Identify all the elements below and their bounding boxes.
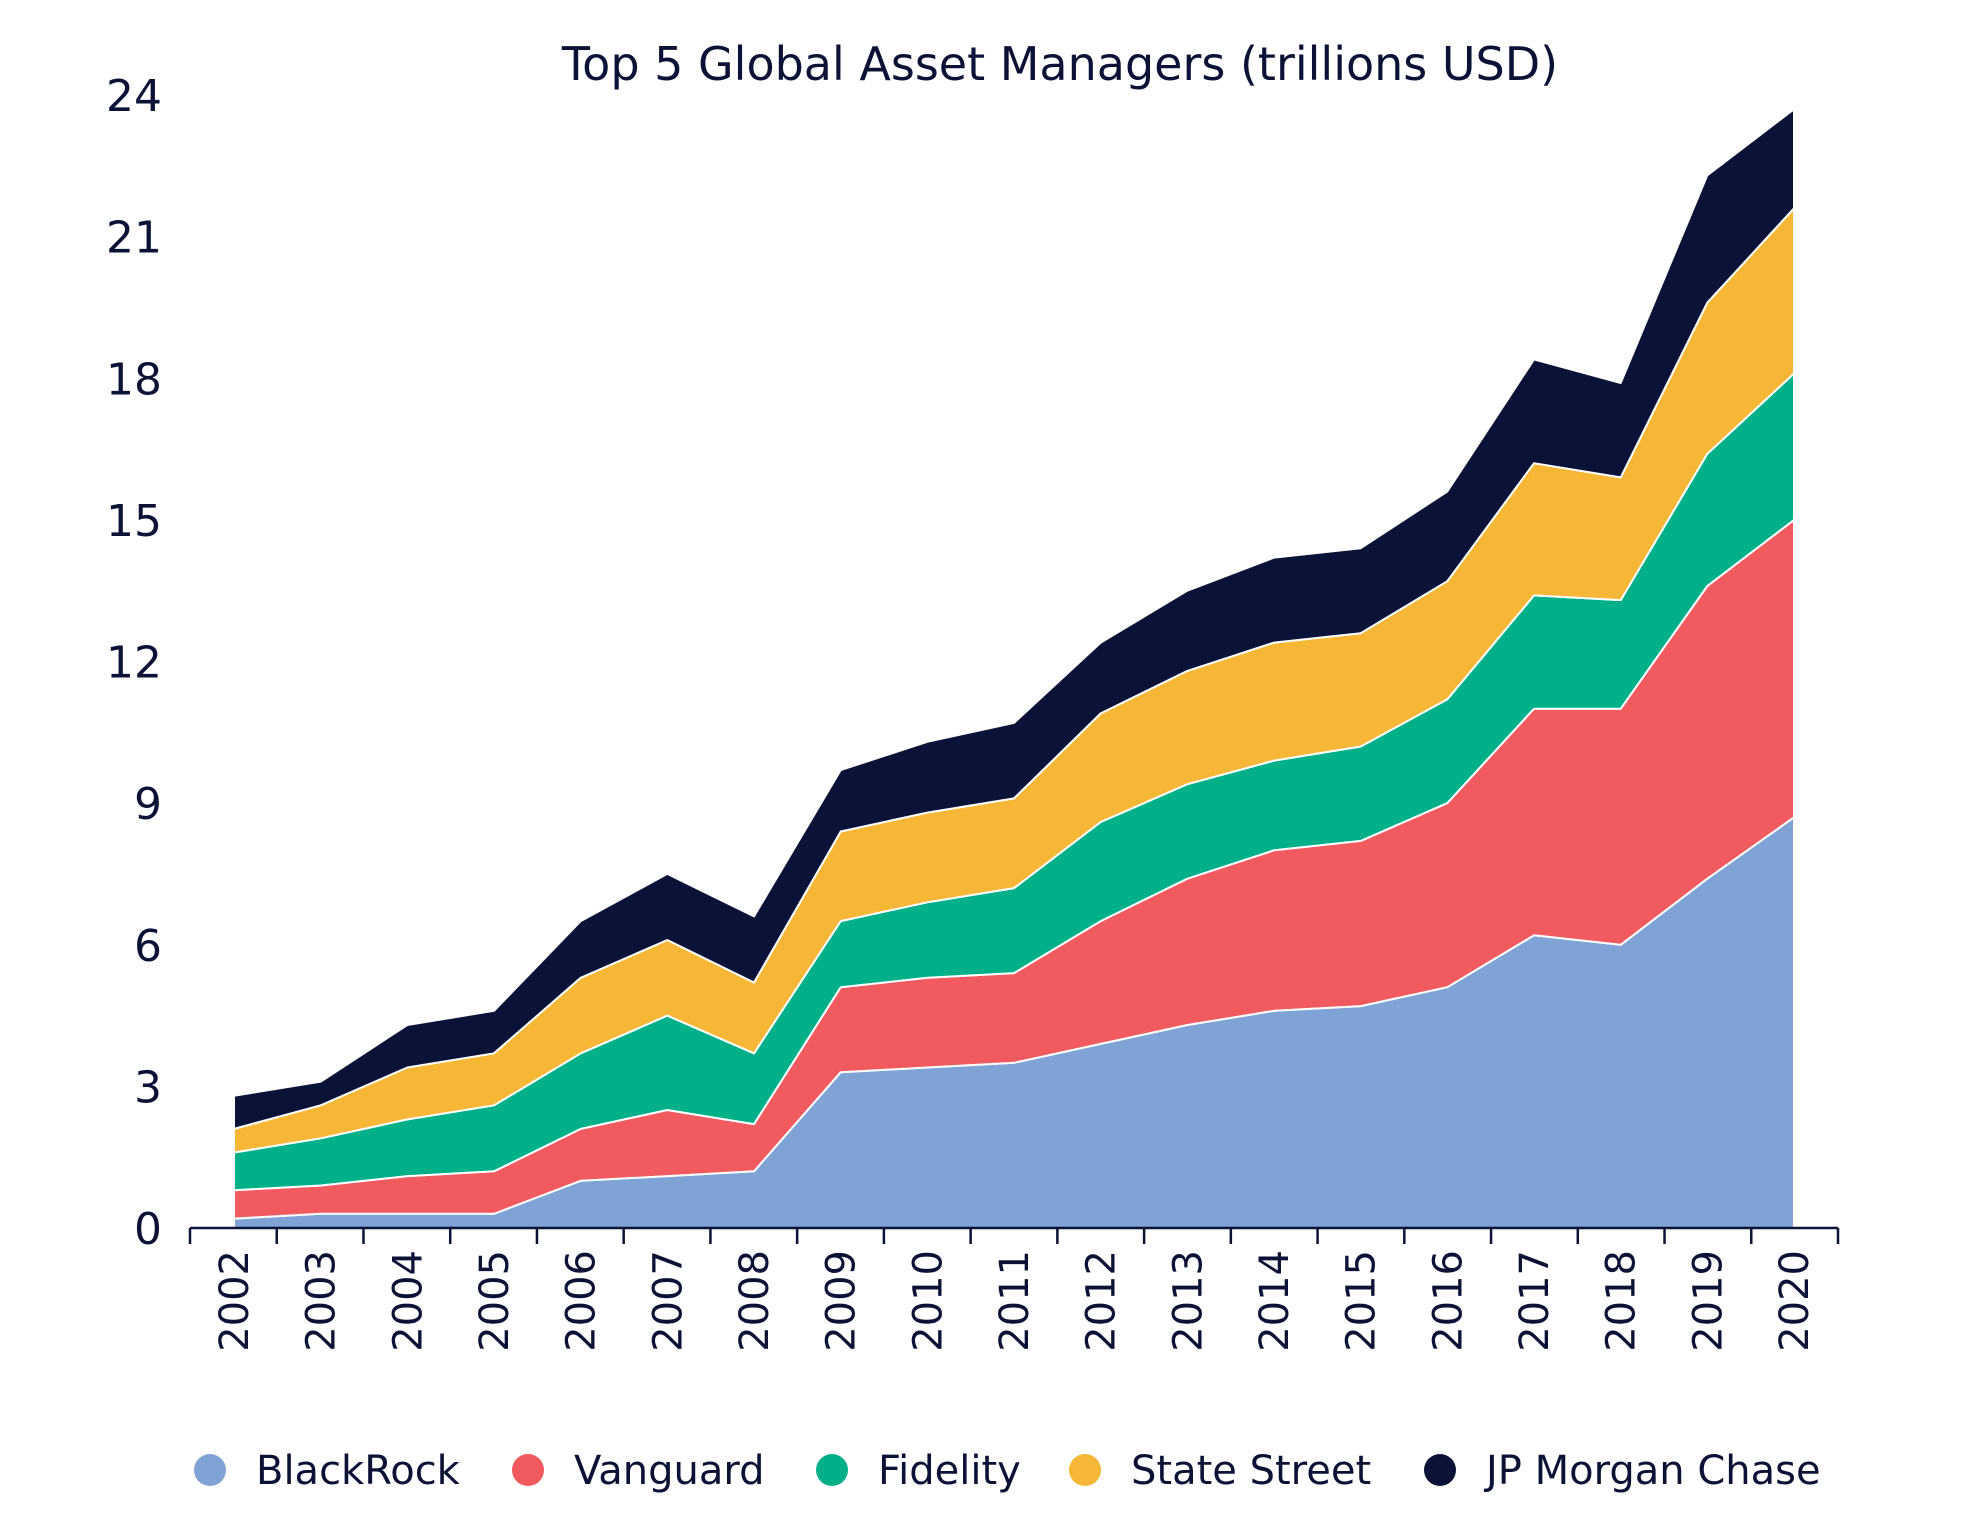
legend: BlackRock Vanguard Fidelity State Street JP … — [194, 1448, 1821, 1494]
legend-label: Fidelity — [878, 1448, 1021, 1494]
x-tick-label: 2010 — [905, 1250, 951, 1352]
y-tick-label: 0 — [134, 1204, 162, 1255]
x-tick-label: 2008 — [732, 1250, 778, 1352]
x-tick-label: 2011 — [992, 1250, 1038, 1352]
x-tick-label: 2005 — [472, 1250, 518, 1352]
x-tick-label: 2017 — [1512, 1250, 1558, 1352]
legend-item-vanguard: Vanguard — [512, 1448, 765, 1494]
legend-swatch — [816, 1454, 848, 1486]
x-tick-label: 2007 — [645, 1250, 691, 1352]
y-tick-label: 9 — [134, 779, 162, 830]
x-tick-label: 2012 — [1079, 1250, 1125, 1352]
x-tick-label: 2014 — [1252, 1250, 1298, 1352]
y-tick-label: 24 — [106, 71, 162, 122]
legend-label: State Street — [1131, 1448, 1371, 1494]
x-tick-label: 2015 — [1339, 1250, 1385, 1352]
legend-item-blackrock: BlackRock — [194, 1448, 461, 1494]
x-tick-label: 2019 — [1685, 1250, 1731, 1352]
area-jp-morgan-chase — [233, 108, 1795, 1130]
legend-swatch — [1069, 1454, 1101, 1486]
x-tick-label: 2020 — [1772, 1250, 1818, 1352]
legend-item-jp-morgan-chase: JP Morgan Chase — [1424, 1448, 1821, 1494]
legend-item-state-street: State Street — [1069, 1448, 1371, 1494]
y-tick-label: 3 — [134, 1062, 162, 1113]
x-tick-label: 2004 — [385, 1250, 431, 1352]
area-layers — [233, 108, 1795, 1229]
x-axis: 2002 2003 2004 2005 2006 2007 2008 2009 2010 2011… — [188, 1226, 1840, 1352]
x-tick-label: 2003 — [299, 1250, 345, 1352]
legend-swatch — [1424, 1454, 1456, 1486]
x-tick-label: 2009 — [819, 1250, 865, 1352]
legend-swatch — [194, 1454, 226, 1486]
y-tick-label: 21 — [106, 213, 162, 264]
y-tick-label: 18 — [106, 354, 162, 405]
legend-label: Vanguard — [574, 1448, 765, 1494]
x-tick-label: 2016 — [1425, 1250, 1471, 1352]
legend-label: JP Morgan Chase — [1483, 1448, 1821, 1494]
y-tick-label: 6 — [134, 921, 162, 972]
y-axis-ticks: 0 3 6 9 12 15 18 21 24 — [106, 71, 162, 1255]
legend-item-fidelity: Fidelity — [816, 1448, 1021, 1494]
legend-label: BlackRock — [256, 1448, 461, 1494]
chart-title: Top 5 Global Asset Managers (trillions U… — [561, 37, 1558, 91]
y-tick-label: 12 — [106, 638, 162, 689]
y-tick-label: 15 — [106, 496, 162, 547]
x-tick-label: 2013 — [1165, 1250, 1211, 1352]
x-tick-label: 2018 — [1599, 1250, 1645, 1352]
x-tick-label: 2006 — [559, 1250, 605, 1352]
x-tick-label: 2002 — [212, 1250, 258, 1352]
legend-swatch — [512, 1454, 544, 1486]
